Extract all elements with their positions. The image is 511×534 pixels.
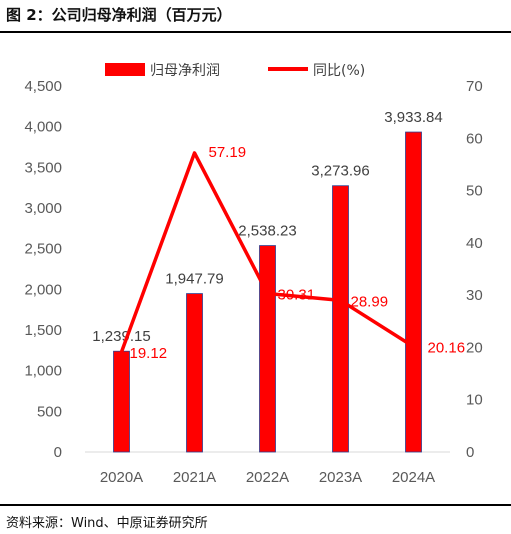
yoy-point — [120, 350, 123, 354]
yoy-label: 20.16 — [428, 340, 466, 357]
profit-bar — [186, 293, 203, 453]
legend: 归母净利润 同比(%) — [105, 62, 365, 79]
source-note: 资料来源：Wind、中原证券研究所 — [6, 516, 208, 531]
y-left-tick-label: 4,000 — [24, 119, 62, 136]
y-left-tick-label: 500 — [37, 403, 62, 420]
yoy-point — [339, 298, 342, 302]
y-right-tick-label: 70 — [466, 78, 483, 95]
profit-bar-label: 1,239.15 — [92, 328, 150, 345]
profit-bar-label: 3,933.84 — [384, 109, 442, 126]
profit-bar — [332, 185, 349, 453]
y-left-tick-label: 2,500 — [24, 241, 62, 258]
yoy-point — [266, 292, 269, 296]
y-right-tick-label: 20 — [466, 339, 483, 356]
y-right-tick-label: 0 — [466, 444, 474, 461]
yoy-label: 30.31 — [278, 287, 316, 304]
x-tick-label: 2023A — [319, 469, 362, 486]
legend-bar-label: 归母净利润 — [150, 62, 220, 79]
profit-bar-label: 2,538.23 — [238, 223, 296, 240]
y-right-tick-label: 10 — [466, 392, 483, 409]
y-right-tick-label: 50 — [466, 183, 483, 200]
profit-bar-label: 3,273.96 — [311, 163, 369, 180]
y-left-tick-label: 3,000 — [24, 200, 62, 217]
y-left-tick-label: 4,500 — [24, 78, 62, 95]
y-left-tick-label: 2,000 — [24, 281, 62, 298]
yoy-point — [193, 151, 196, 155]
x-tick-label: 2024A — [392, 469, 435, 486]
yoy-label: 28.99 — [351, 293, 389, 310]
y-right-tick-label: 30 — [466, 287, 483, 304]
source-rule — [0, 504, 511, 506]
profit-bar — [259, 245, 276, 453]
title-rule — [0, 31, 511, 33]
y-left-tick-label: 1,000 — [24, 363, 62, 380]
y-left-tick-label: 1,500 — [24, 322, 62, 339]
x-tick-label: 2022A — [246, 469, 289, 486]
profit-bar — [405, 131, 422, 453]
y-right-tick-label: 40 — [466, 235, 483, 252]
figure-title: 图 2：公司归母净利润（百万元） — [6, 6, 232, 24]
legend-bar-swatch — [105, 63, 145, 76]
profit-bar-label: 1,947.79 — [165, 271, 223, 288]
y-left-tick-label: 0 — [54, 444, 62, 461]
y-right-tick-label: 60 — [466, 130, 483, 147]
yoy-point — [412, 345, 415, 349]
profit-bar — [113, 350, 130, 453]
y-left-tick-label: 3,500 — [24, 159, 62, 176]
yoy-label: 19.12 — [130, 345, 168, 362]
legend-line-label: 同比(%) — [313, 63, 365, 79]
x-tick-label: 2021A — [173, 469, 216, 486]
yoy-label: 57.19 — [209, 144, 247, 161]
x-tick-label: 2020A — [100, 469, 143, 486]
